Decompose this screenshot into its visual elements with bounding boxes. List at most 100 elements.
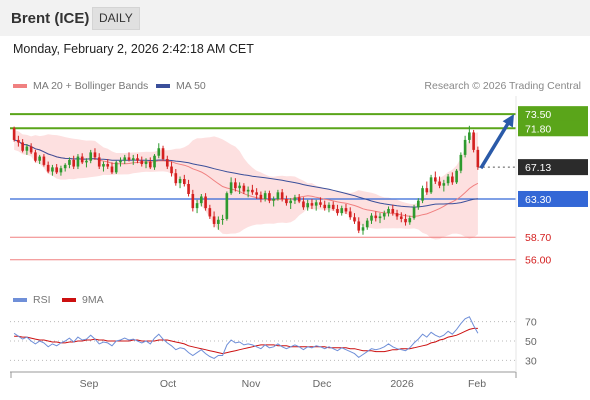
candle-body bbox=[438, 181, 441, 186]
candle-body bbox=[200, 196, 203, 204]
candle-body bbox=[68, 159, 71, 165]
candle-body bbox=[208, 208, 212, 217]
candle-body bbox=[404, 218, 407, 223]
candle-105 bbox=[459, 152, 463, 174]
candle-body bbox=[314, 202, 318, 206]
candle-body bbox=[382, 213, 386, 217]
candle-55 bbox=[246, 186, 250, 198]
candle-body bbox=[234, 182, 237, 189]
candle-52 bbox=[234, 178, 237, 192]
candle-39 bbox=[178, 176, 182, 189]
candle-body bbox=[238, 185, 241, 189]
price-label-67.13: 67.13 bbox=[518, 159, 588, 176]
candle-75 bbox=[331, 201, 335, 211]
candle-7 bbox=[42, 154, 46, 167]
legend-swatch-ma20 bbox=[13, 84, 27, 88]
legend-swatch-ma50 bbox=[156, 84, 170, 88]
candle-98 bbox=[429, 174, 433, 194]
candle-body bbox=[416, 200, 420, 208]
candle-68 bbox=[302, 197, 305, 210]
price-label-box bbox=[518, 106, 588, 123]
candle-37 bbox=[170, 161, 173, 177]
candle-body bbox=[391, 208, 395, 214]
candle-95 bbox=[416, 198, 420, 210]
candle-body bbox=[76, 156, 80, 167]
candle-26 bbox=[123, 154, 127, 165]
candle-body bbox=[442, 183, 446, 186]
candle-body bbox=[148, 161, 152, 168]
candle-101 bbox=[442, 179, 446, 192]
candle-16 bbox=[80, 153, 84, 165]
rsi-tick-50: 50 bbox=[525, 336, 537, 348]
candle-body bbox=[310, 203, 314, 206]
x-tick-2026: 2026 bbox=[390, 378, 414, 390]
candle-body bbox=[229, 182, 233, 194]
candle-57 bbox=[255, 188, 258, 199]
candle-body bbox=[357, 221, 361, 231]
candle-100 bbox=[438, 176, 441, 189]
candle-body bbox=[344, 208, 348, 212]
candle-body bbox=[395, 213, 399, 217]
candle-body bbox=[361, 227, 365, 231]
candle-46 bbox=[208, 204, 212, 219]
candle-73 bbox=[323, 200, 327, 211]
candle-58 bbox=[259, 191, 263, 203]
candle-body bbox=[63, 164, 67, 169]
candle-body bbox=[293, 197, 297, 201]
candle-body bbox=[429, 177, 433, 193]
candle-body bbox=[340, 208, 344, 214]
candle-body bbox=[246, 189, 250, 192]
candle-24 bbox=[114, 160, 118, 175]
legend-swatch-rsi bbox=[13, 298, 27, 302]
candle-103 bbox=[451, 172, 454, 185]
candle-17 bbox=[85, 158, 88, 168]
candle-18 bbox=[89, 149, 93, 164]
candle-6 bbox=[38, 154, 41, 165]
candle-102 bbox=[446, 174, 450, 186]
candle-body bbox=[153, 155, 156, 168]
legend-rsi-ma: 9MA bbox=[62, 294, 104, 306]
candle-109 bbox=[476, 146, 480, 170]
x-tick-Nov: Nov bbox=[242, 378, 261, 390]
candle-body bbox=[110, 166, 114, 173]
candle-85 bbox=[374, 211, 378, 222]
candle-54 bbox=[242, 183, 246, 194]
x-tick-Oct: Oct bbox=[160, 378, 176, 390]
candle-body bbox=[336, 208, 339, 214]
candle-82 bbox=[361, 223, 365, 235]
candle-body bbox=[123, 157, 127, 161]
candle-body bbox=[455, 170, 458, 183]
legend-label-ma20: MA 20 + Bollinger Bands bbox=[33, 80, 149, 92]
candle-106 bbox=[463, 135, 467, 158]
timeframe-button[interactable]: DAILY bbox=[92, 7, 140, 30]
price-label-56.00: 56.00 bbox=[525, 255, 551, 267]
candle-body bbox=[89, 152, 93, 161]
candle-body bbox=[468, 132, 471, 140]
candle-76 bbox=[336, 204, 339, 216]
price-label-value: 56.00 bbox=[525, 255, 551, 267]
candle-22 bbox=[106, 159, 110, 170]
candle-87 bbox=[382, 210, 386, 220]
candle-body bbox=[476, 149, 480, 168]
candle-36 bbox=[165, 155, 169, 170]
candle-body bbox=[174, 173, 178, 184]
candle-93 bbox=[408, 215, 412, 225]
candle-41 bbox=[187, 179, 190, 197]
header-bar: Brent (ICE) DAILY bbox=[0, 0, 590, 36]
price-label-value: 67.13 bbox=[525, 162, 551, 174]
candle-19 bbox=[93, 148, 97, 160]
candle-56 bbox=[251, 184, 254, 195]
candle-body bbox=[157, 148, 161, 156]
candle-body bbox=[191, 193, 195, 209]
legend-ma50: MA 50 bbox=[156, 80, 206, 92]
candle-body bbox=[425, 188, 429, 193]
candle-body bbox=[259, 194, 263, 199]
candle-10 bbox=[55, 164, 58, 175]
candle-78 bbox=[344, 203, 348, 214]
candle-35 bbox=[161, 145, 165, 161]
candle-12 bbox=[63, 163, 67, 172]
legend-label-rsi: RSI bbox=[33, 294, 51, 306]
candle-9 bbox=[51, 164, 54, 176]
candle-47 bbox=[212, 211, 216, 228]
candle-104 bbox=[455, 169, 458, 185]
